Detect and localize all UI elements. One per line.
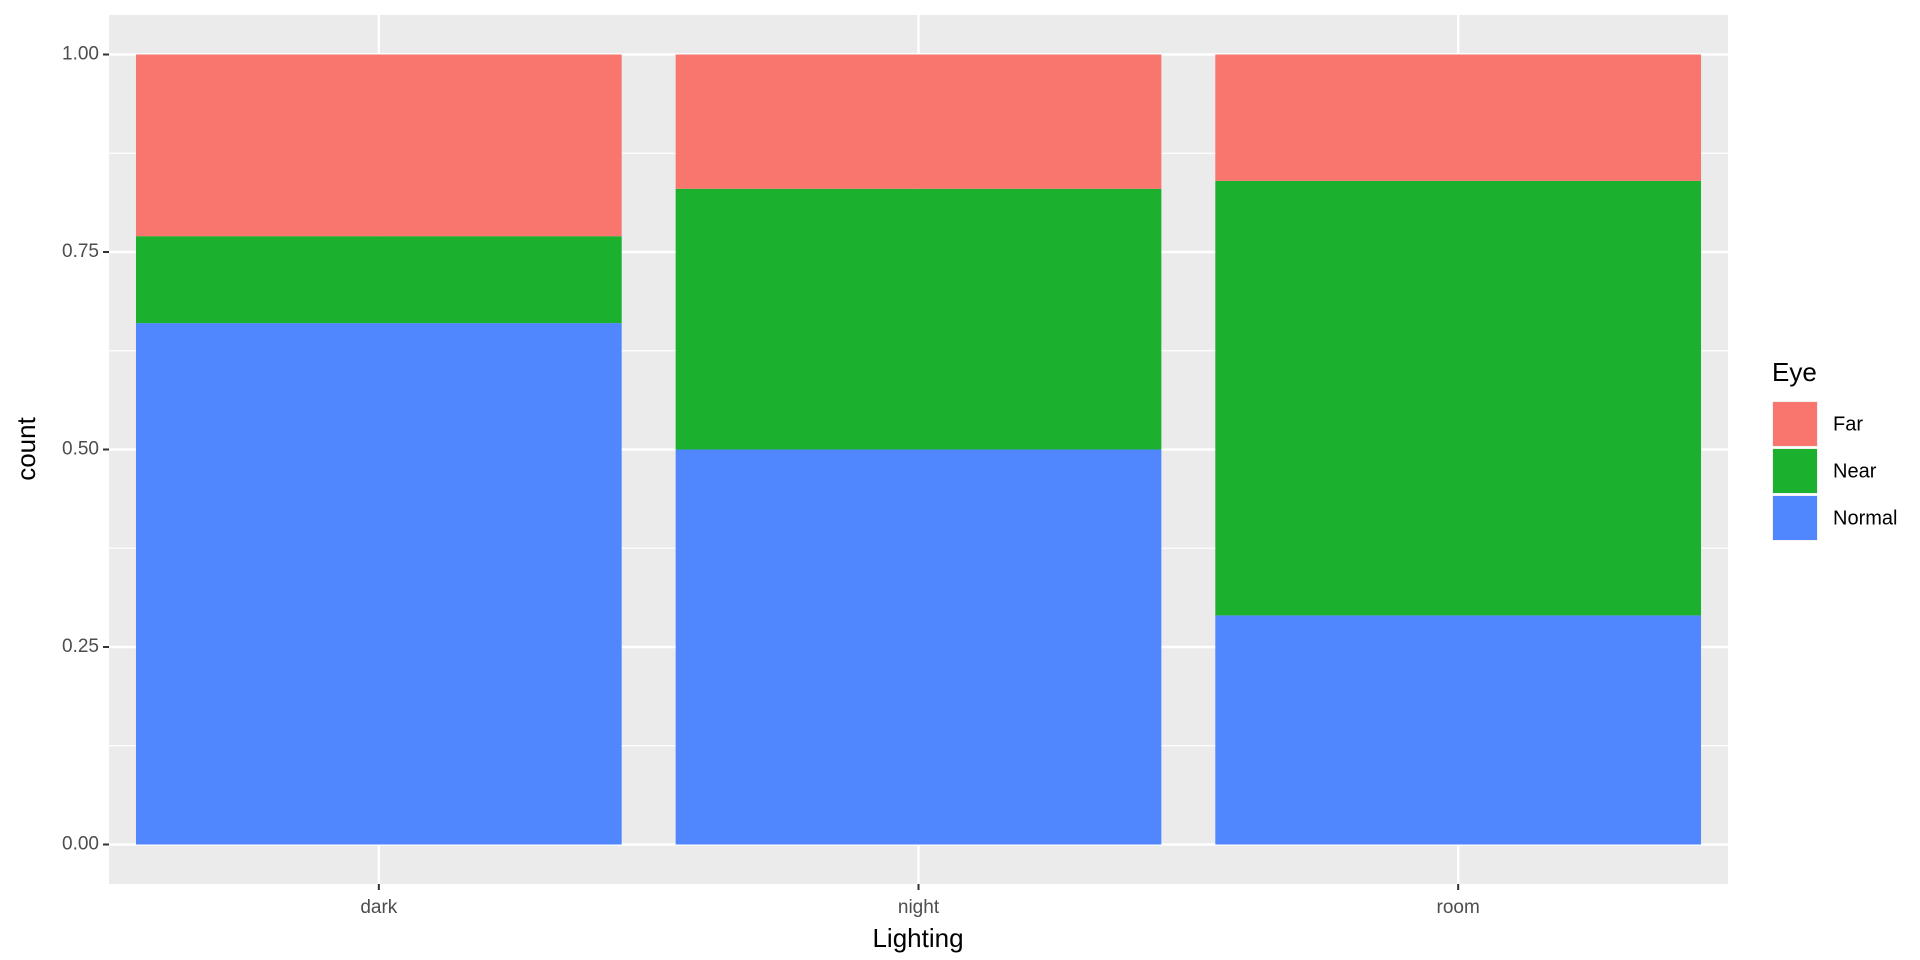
bar-segment	[1215, 54, 1702, 181]
y-tick-label: 0.25	[62, 636, 99, 657]
y-tick-label: 0.00	[62, 834, 99, 855]
y-tick-label: 0.75	[62, 241, 99, 262]
legend-swatch	[1773, 402, 1817, 446]
x-axis-title: Lighting	[872, 923, 963, 953]
bar-segment	[135, 54, 622, 237]
x-tick-label: night	[898, 897, 940, 918]
legend-label: Near	[1833, 460, 1877, 482]
bar-segment	[135, 323, 622, 845]
y-tick-label: 0.50	[62, 439, 99, 460]
legend-swatch	[1773, 496, 1817, 540]
bar-segment	[675, 449, 1162, 845]
bar-segment	[1215, 180, 1702, 616]
x-tick-label: dark	[360, 897, 397, 918]
bar-segment	[135, 236, 622, 324]
y-tick-label: 1.00	[62, 44, 99, 65]
legend-swatch	[1773, 449, 1817, 493]
bar-segment	[675, 54, 1162, 189]
bar-segment	[675, 188, 1162, 450]
legend-label: Normal	[1833, 507, 1897, 529]
x-tick-label: room	[1437, 897, 1480, 918]
legend-title: Eye	[1772, 357, 1817, 387]
bar-segment	[1215, 615, 1702, 845]
legend-label: Far	[1833, 413, 1863, 435]
y-axis-title: count	[11, 416, 41, 480]
